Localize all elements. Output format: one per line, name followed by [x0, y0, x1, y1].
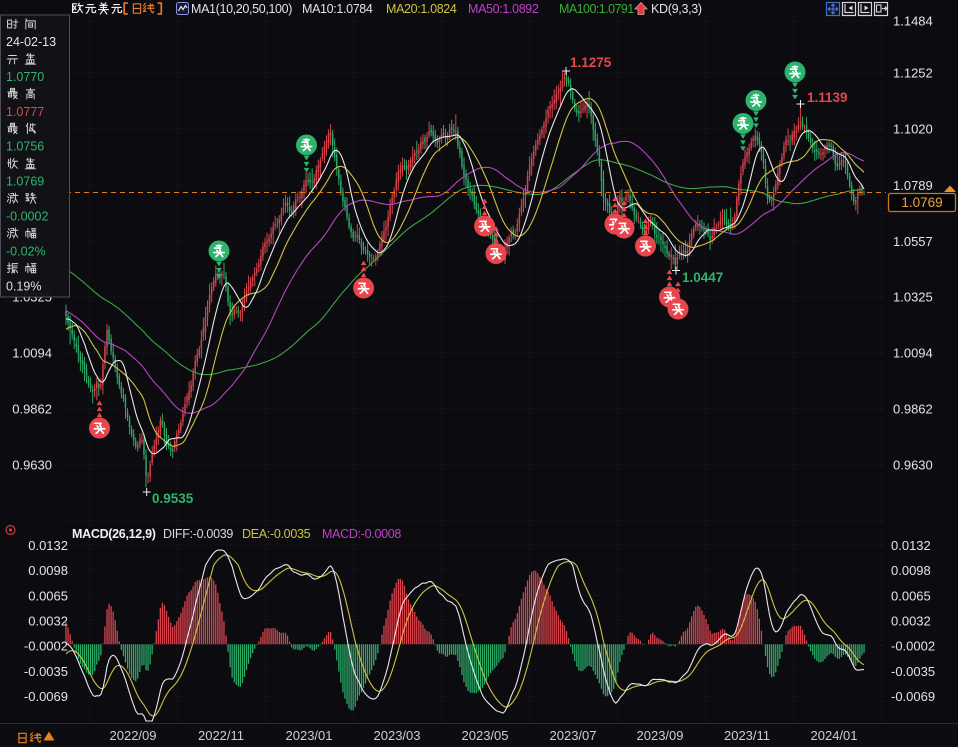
svg-text:2023/03: 2023/03 — [374, 728, 421, 743]
svg-text:0.0098: 0.0098 — [891, 563, 931, 578]
svg-text:0.0132: 0.0132 — [28, 538, 68, 553]
svg-text:-0.0002: -0.0002 — [6, 209, 48, 223]
svg-text:1.1484: 1.1484 — [893, 14, 933, 29]
svg-text:-0.0002: -0.0002 — [891, 639, 935, 654]
svg-text:-0.0069: -0.0069 — [24, 689, 68, 704]
svg-text:2024/01: 2024/01 — [811, 728, 858, 743]
svg-text:0.9862: 0.9862 — [893, 402, 933, 417]
svg-text:-0.0035: -0.0035 — [24, 664, 68, 679]
svg-text:1.0756: 1.0756 — [6, 140, 44, 154]
svg-text:1.1139: 1.1139 — [807, 90, 848, 105]
svg-text:MA10:1.0784: MA10:1.0784 — [302, 2, 373, 16]
svg-text:0.0065: 0.0065 — [891, 588, 931, 603]
svg-text:0.9535: 0.9535 — [152, 491, 194, 506]
svg-text:2022/09: 2022/09 — [110, 728, 157, 743]
svg-text:-0.0069: -0.0069 — [891, 689, 935, 704]
svg-text:1.0789: 1.0789 — [893, 178, 933, 193]
svg-text:2023/07: 2023/07 — [550, 728, 597, 743]
svg-text:MA50:1.0892: MA50:1.0892 — [468, 2, 539, 16]
svg-text:1.0770: 1.0770 — [6, 70, 44, 84]
svg-text:-0.02%: -0.02% — [6, 244, 46, 258]
svg-text:1.0094: 1.0094 — [893, 346, 933, 361]
svg-text:-0.0002: -0.0002 — [24, 639, 68, 654]
svg-text:MACD:-0.0008: MACD:-0.0008 — [322, 527, 401, 541]
svg-text:MACD(26,12,9): MACD(26,12,9) — [72, 527, 156, 541]
svg-text:0.0098: 0.0098 — [28, 563, 68, 578]
svg-text:1.0094: 1.0094 — [12, 346, 52, 361]
svg-text:DIFF:-0.0039: DIFF:-0.0039 — [163, 527, 233, 541]
svg-text:-0.0035: -0.0035 — [891, 664, 935, 679]
svg-text:0.0065: 0.0065 — [28, 588, 68, 603]
svg-text:0.0032: 0.0032 — [28, 614, 68, 629]
svg-text:1.0557: 1.0557 — [893, 234, 933, 249]
svg-text:0.19%: 0.19% — [6, 279, 41, 293]
svg-text:MA20:1.0824: MA20:1.0824 — [386, 2, 457, 16]
svg-text:0.0132: 0.0132 — [891, 538, 931, 553]
svg-text:0.9630: 0.9630 — [12, 458, 52, 473]
svg-text:1.1252: 1.1252 — [893, 66, 933, 81]
svg-text:2023/01: 2023/01 — [286, 728, 333, 743]
svg-text:1.1275: 1.1275 — [570, 55, 612, 70]
svg-text:2023/11: 2023/11 — [724, 728, 770, 743]
svg-text:DEA:-0.0035: DEA:-0.0035 — [242, 527, 311, 541]
svg-text:2023/09: 2023/09 — [637, 728, 684, 743]
svg-text:1.1020: 1.1020 — [893, 122, 933, 137]
svg-text:2023/05: 2023/05 — [462, 728, 509, 743]
svg-text:KD(9,3,3): KD(9,3,3) — [651, 2, 702, 16]
svg-text:2022/11: 2022/11 — [198, 728, 244, 743]
svg-text:0.0032: 0.0032 — [891, 614, 931, 629]
svg-text:24-02-13: 24-02-13 — [6, 35, 56, 49]
svg-text:1.0325: 1.0325 — [893, 290, 933, 305]
svg-text:1.0769: 1.0769 — [6, 175, 44, 189]
svg-text:1.0447: 1.0447 — [682, 270, 723, 285]
svg-text:1.0777: 1.0777 — [6, 105, 44, 119]
svg-text:1.0769: 1.0769 — [901, 195, 942, 210]
svg-text:MA1(10,20,50,100): MA1(10,20,50,100) — [191, 2, 292, 16]
svg-text:0.9630: 0.9630 — [893, 458, 933, 473]
svg-text:0.9862: 0.9862 — [12, 402, 52, 417]
svg-text:MA100:1.0791: MA100:1.0791 — [559, 2, 634, 16]
